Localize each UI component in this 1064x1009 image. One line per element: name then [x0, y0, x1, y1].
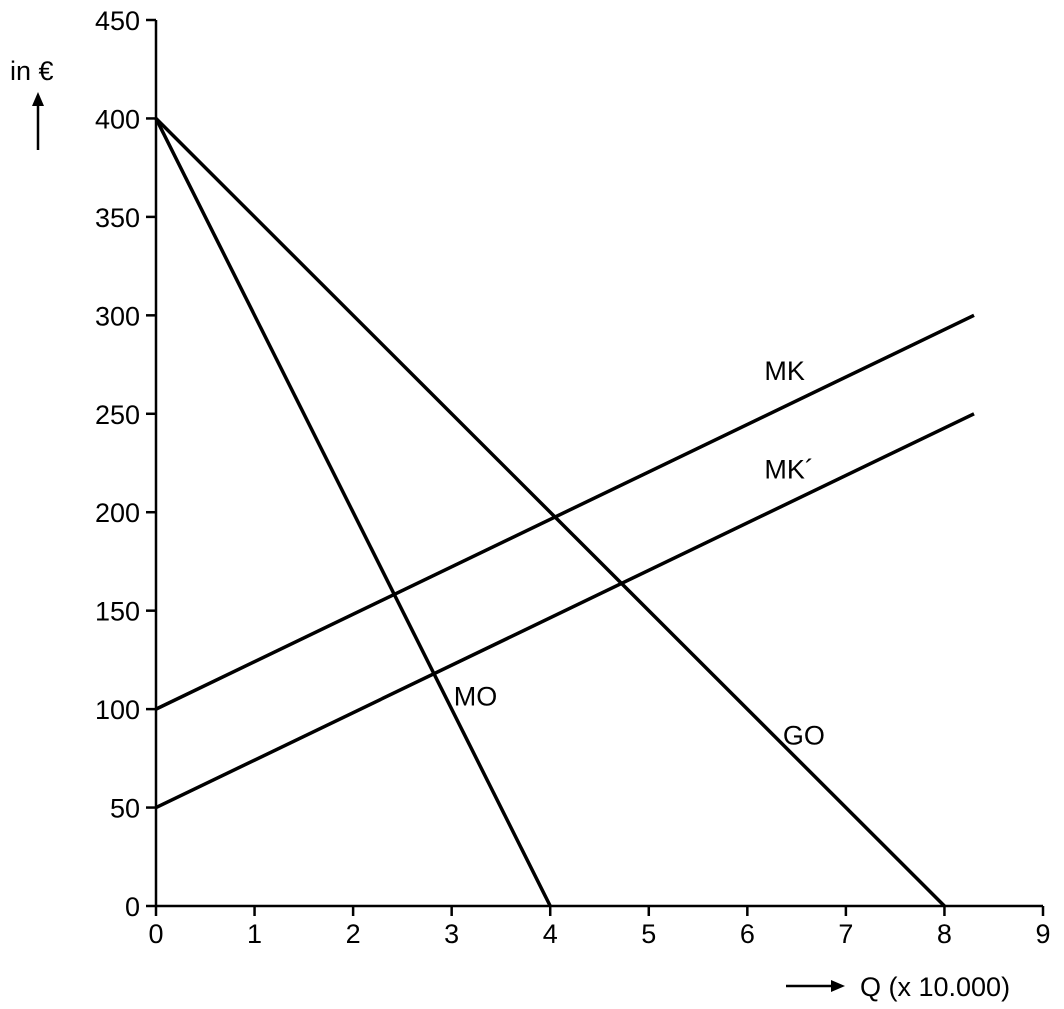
x-tick-label: 7: [838, 919, 853, 949]
series-label-mk: MK: [764, 356, 805, 386]
series-line-mk: [155, 313, 975, 711]
right-arrow-icon: [831, 980, 845, 992]
y-tick-label: 450: [95, 6, 140, 36]
x-tick-label: 5: [641, 919, 656, 949]
y-tick-label: 350: [95, 203, 140, 233]
series-line-mo: [154, 117, 552, 907]
y-axis-title: in €: [10, 56, 54, 150]
y-tick-label: 150: [95, 597, 140, 627]
x-tick-label: 1: [247, 919, 262, 949]
x-tick-label: 3: [444, 919, 459, 949]
x-tick-label: 8: [937, 919, 952, 949]
x-tick-label: 9: [1035, 919, 1050, 949]
series-label-mk-prime: MK´: [764, 455, 814, 485]
y-tick-label: 0: [125, 892, 140, 922]
series-lines: MO GO MK MK´: [154, 117, 975, 908]
y-tick-label: 50: [110, 794, 140, 824]
x-tick-label: 2: [346, 919, 361, 949]
axes: [154, 20, 1043, 908]
up-arrow-icon: [32, 92, 44, 106]
x-tick-label: 4: [543, 919, 558, 949]
series-line-mk-prime: [155, 412, 975, 810]
y-tick-label: 100: [95, 695, 140, 725]
series-line-go: [154, 117, 946, 908]
series-label-go: GO: [783, 721, 825, 751]
y-tick-label: 200: [95, 498, 140, 528]
x-tick-label: 0: [148, 919, 163, 949]
y-axis-label: in €: [10, 56, 54, 86]
series-label-mo: MO: [454, 681, 498, 711]
y-tick-label: 250: [95, 400, 140, 430]
y-tick-label: 400: [95, 104, 140, 134]
y-ticks: 0 50 100 150 200 250 300 350 400 450: [95, 6, 156, 922]
x-axis-title: Q (x 10.000): [786, 972, 1010, 1002]
x-tick-label: 6: [740, 919, 755, 949]
y-tick-label: 300: [95, 301, 140, 331]
x-axis-label: Q (x 10.000): [860, 972, 1010, 1002]
x-ticks: 0 1 2 3 4 5 6 7 8 9: [148, 906, 1051, 949]
